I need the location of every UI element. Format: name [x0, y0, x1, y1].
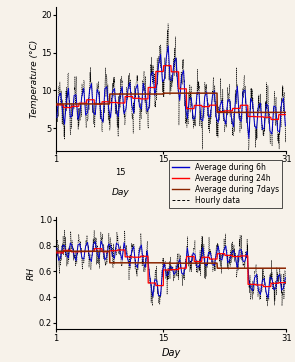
Text: Day: Day: [112, 188, 129, 197]
Text: 15: 15: [115, 168, 126, 177]
X-axis label: Day: Day: [161, 348, 181, 358]
Y-axis label: RH: RH: [27, 267, 36, 280]
Legend: Average during 6h, Average during 24h, Average during 7days, Hourly data: Average during 6h, Average during 24h, A…: [169, 160, 282, 208]
Y-axis label: Temperature (°C): Temperature (°C): [30, 40, 39, 118]
